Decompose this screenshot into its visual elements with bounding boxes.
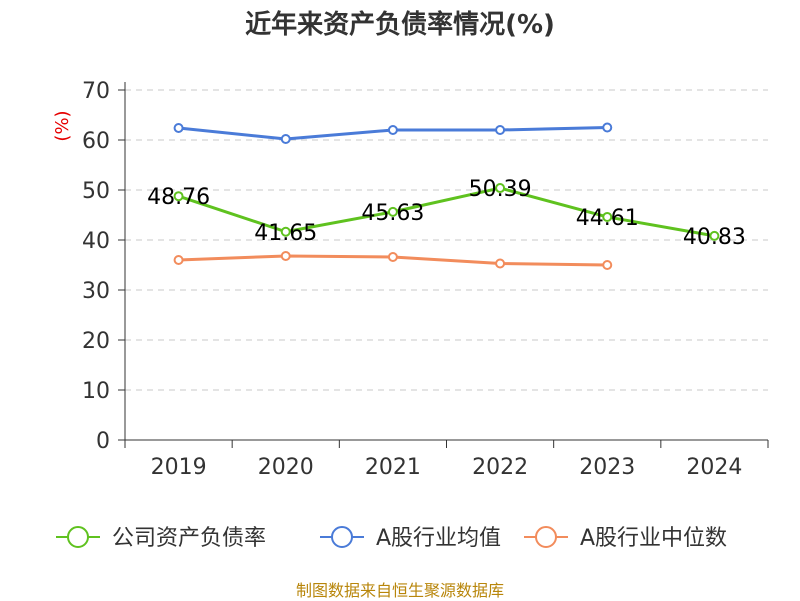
x-tick-label: 2020 bbox=[258, 455, 314, 480]
data-point bbox=[709, 230, 720, 241]
data-point bbox=[495, 183, 506, 194]
data-point bbox=[173, 123, 184, 133]
data-point bbox=[280, 226, 291, 237]
data-label: 50.39 bbox=[469, 177, 532, 202]
data-point bbox=[602, 122, 613, 133]
series-line-0 bbox=[178, 186, 715, 238]
x-tick-label: 2023 bbox=[579, 455, 635, 480]
data-point bbox=[602, 260, 613, 270]
legend-swatch-marker bbox=[67, 526, 89, 548]
x-tick-label: 2022 bbox=[472, 455, 528, 480]
x-tick-label: 2021 bbox=[365, 455, 421, 480]
data-label: 44.61 bbox=[576, 206, 639, 231]
source-note: 制图数据来自恒生聚源数据库 bbox=[295, 581, 504, 600]
data-point bbox=[280, 134, 291, 144]
data-label: 40.83 bbox=[683, 225, 746, 250]
chart-title: 近年来资产负债率情况(%) bbox=[245, 10, 555, 40]
y-tick-label: 30 bbox=[82, 279, 110, 304]
x-tick-label: 2019 bbox=[151, 455, 207, 480]
legend-label: A股行业均值 bbox=[376, 526, 501, 551]
y-axis-label: (%) bbox=[52, 110, 73, 141]
y-tick-label: 40 bbox=[82, 229, 110, 254]
data-point bbox=[280, 251, 291, 261]
y-tick-label: 20 bbox=[82, 329, 110, 354]
x-tick-label: 2024 bbox=[686, 455, 742, 480]
data-label: 45.63 bbox=[361, 201, 424, 226]
y-tick-label: 50 bbox=[82, 179, 110, 204]
data-point bbox=[602, 211, 613, 222]
data-label: 48.76 bbox=[147, 185, 210, 210]
y-tick-label: 60 bbox=[82, 129, 110, 154]
data-point bbox=[387, 125, 398, 135]
legend-swatch-marker bbox=[535, 526, 557, 548]
data-point bbox=[495, 125, 506, 135]
data-label: 41.65 bbox=[254, 221, 317, 246]
y-tick-label: 10 bbox=[82, 379, 110, 404]
legend-label: 公司资产负债率 bbox=[112, 526, 266, 551]
data-point bbox=[173, 191, 184, 202]
data-point bbox=[387, 252, 398, 262]
legend-label: A股行业中位数 bbox=[580, 526, 727, 551]
y-tick-label: 70 bbox=[82, 79, 110, 104]
data-point bbox=[387, 206, 398, 217]
data-point bbox=[495, 258, 506, 269]
legend-swatch-marker bbox=[331, 526, 353, 548]
y-tick-label: 0 bbox=[96, 429, 110, 454]
data-point bbox=[173, 255, 184, 265]
